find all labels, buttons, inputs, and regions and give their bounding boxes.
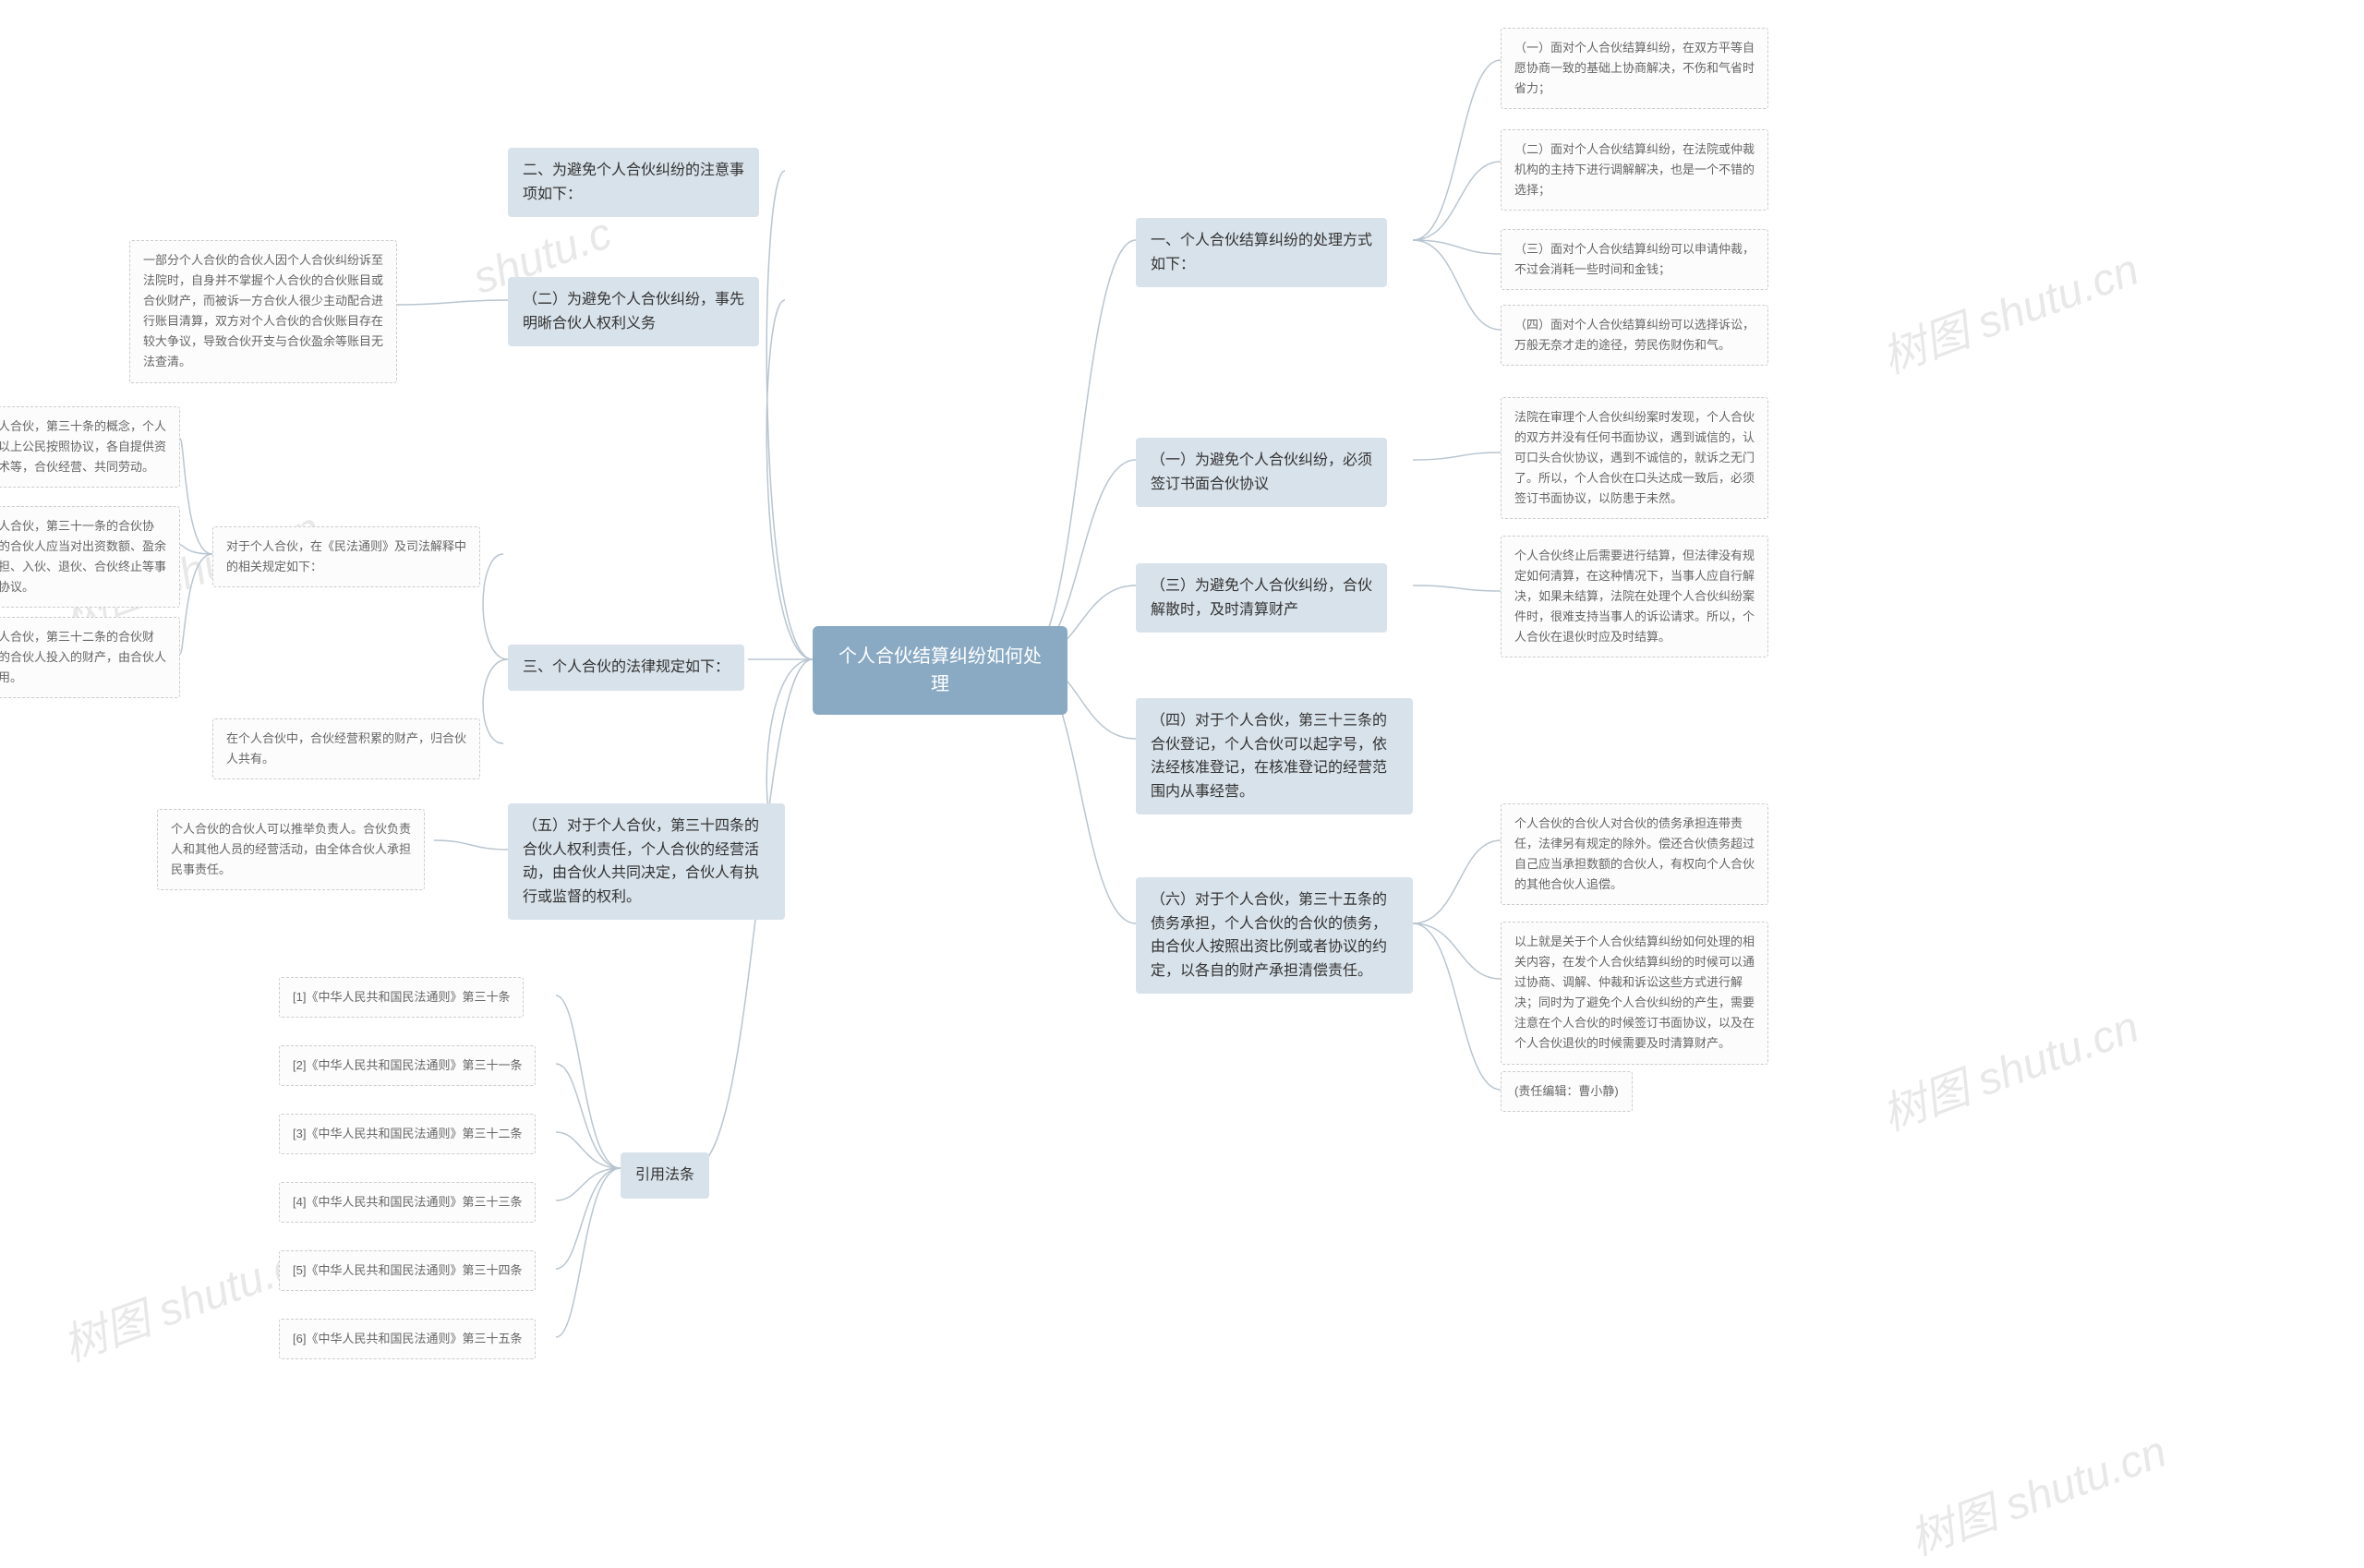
leaf-left-5-1: [1]《中华人民共和国民法通则》第三十条 [279,977,524,1018]
branch-left-5[interactable]: 引用法条 [621,1152,709,1199]
leaf-left-5-3: [3]《中华人民共和国民法通则》第三十二条 [279,1114,536,1154]
leaf-left-5-4: [4]《中华人民共和国民法通则》第三十三条 [279,1182,536,1223]
leaf-left-4-1: 个人合伙的合伙人可以推举负责人。合伙负责人和其他人员的经营活动，由全体合伙人承担… [157,809,425,890]
leaf-right-3-1: 个人合伙终止后需要进行结算，但法律没有规定如何清算，在这种情况下，当事人应自行解… [1501,536,1768,657]
branch-left-3[interactable]: 三、个人合伙的法律规定如下： [508,645,744,691]
leaf-left-5-2: [2]《中华人民共和国民法通则》第三十一条 [279,1045,536,1086]
leaf-left-3-1-2: （二）对于个人合伙，第三十一条的合伙协议，个人合伙的合伙人应当对出资数额、盈余分… [0,506,180,608]
leaf-left-2-1: 一部分个人合伙的合伙人因个人合伙纠纷诉至法院时，自身并不掌握个人合伙的合伙账目或… [129,240,397,383]
sub-left-3-2: 在个人合伙中，合伙经营积累的财产，归合伙人共有。 [212,718,480,779]
leaf-right-1-2: （二）面对个人合伙结算纠纷，在法院或仲裁机构的主持下进行调解解决，也是一个不错的… [1501,129,1768,211]
branch-left-4[interactable]: （五）对于个人合伙，第三十四条的合伙人权利责任，个人合伙的经营活动，由合伙人共同… [508,803,785,920]
leaf-left-5-6: [6]《中华人民共和国民法通则》第三十五条 [279,1319,536,1359]
branch-right-2[interactable]: （一）为避免个人合伙纠纷，必须签订书面合伙协议 [1136,438,1387,507]
branch-right-5[interactable]: （六）对于个人合伙，第三十五条的债务承担，个人合伙的合伙的债务，由合伙人按照出资… [1136,877,1413,994]
leaf-right-1-3: （三）面对个人合伙结算纠纷可以申请仲裁，不过会消耗一些时间和金钱； [1501,229,1768,290]
leaf-right-5-3: (责任编辑：曹小静) [1501,1071,1633,1112]
leaf-right-1-4: （四）面对个人合伙结算纠纷可以选择诉讼，万般无奈才走的途径，劳民伤财伤和气。 [1501,305,1768,366]
leaf-right-2-1: 法院在审理个人合伙纠纷案时发现，个人合伙的双方并没有任何书面协议，遇到诚信的，认… [1501,397,1768,519]
branch-right-4[interactable]: （四）对于个人合伙，第三十三条的合伙登记，个人合伙可以起字号，依法经核准登记，在… [1136,698,1413,814]
watermark: 树图 shutu.cn [1872,990,2146,1142]
branch-right-1[interactable]: 一、个人合伙结算纠纷的处理方式如下： [1136,218,1387,287]
leaf-left-5-5: [5]《中华人民共和国民法通则》第三十四条 [279,1250,536,1291]
leaf-right-1-1: （一）面对个人合伙结算纠纷，在双方平等自愿协商一致的基础上协商解决，不伤和气省时… [1501,28,1768,109]
leaf-left-3-1-1: （一）对于个人合伙，第三十条的概念，个人合伙是指两个以上公民按照协议，各自提供资… [0,406,180,488]
leaf-right-5-1: 个人合伙的合伙人对合伙的债务承担连带责任，法律另有规定的除外。偿还合伙债务超过自… [1501,803,1768,905]
branch-right-3[interactable]: （三）为避免个人合伙纠纷，合伙解散时，及时清算财产 [1136,563,1387,633]
watermark: 树图 shutu.cn [1872,233,2146,385]
leaf-right-5-2: 以上就是关于个人合伙结算纠纷如何处理的相关内容，在发个人合伙结算纠纷的时候可以通… [1501,922,1768,1065]
sub-left-3-1: 对于个人合伙，在《民法通则》及司法解释中的相关规定如下： [212,526,480,587]
mindmap-center[interactable]: 个人合伙结算纠纷如何处理 [813,626,1067,715]
leaf-left-3-1-3: （三）对于个人合伙，第三十二条的合伙财产，个人合伙的合伙人投入的财产，由合伙人统… [0,617,180,698]
branch-left-1[interactable]: 二、为避免个人合伙纠纷的注意事项如下： [508,148,759,217]
branch-left-2[interactable]: （二）为避免个人合伙纠纷，事先明晰合伙人权利义务 [508,277,759,346]
watermark: 树图 shutu.cn [1900,1415,2174,1567]
